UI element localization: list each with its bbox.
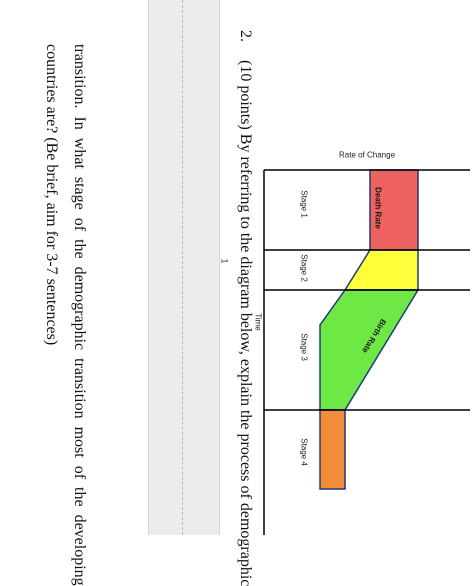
demographic-transition-diagram (263, 169, 470, 535)
y-axis-title: Rate of Change (338, 150, 396, 160)
page-break-line (182, 0, 183, 535)
x-axis-title: Time (253, 313, 263, 331)
stage2-area (343, 249, 419, 291)
stage1-death-rate-area (369, 169, 419, 251)
stage-label-3: Stage 3 (299, 333, 309, 361)
page-break-gutter (148, 0, 220, 535)
document-page: 1 2. (10 points) By referring to the dia… (43, 0, 470, 586)
stage4-area (319, 409, 346, 490)
stage-label-2: Stage 2 (299, 254, 309, 282)
stage-label-4: Stage 4 (299, 438, 309, 466)
stage-label-1: Stage 1 (299, 190, 309, 218)
death-rate-label: Death Rate (373, 187, 383, 229)
